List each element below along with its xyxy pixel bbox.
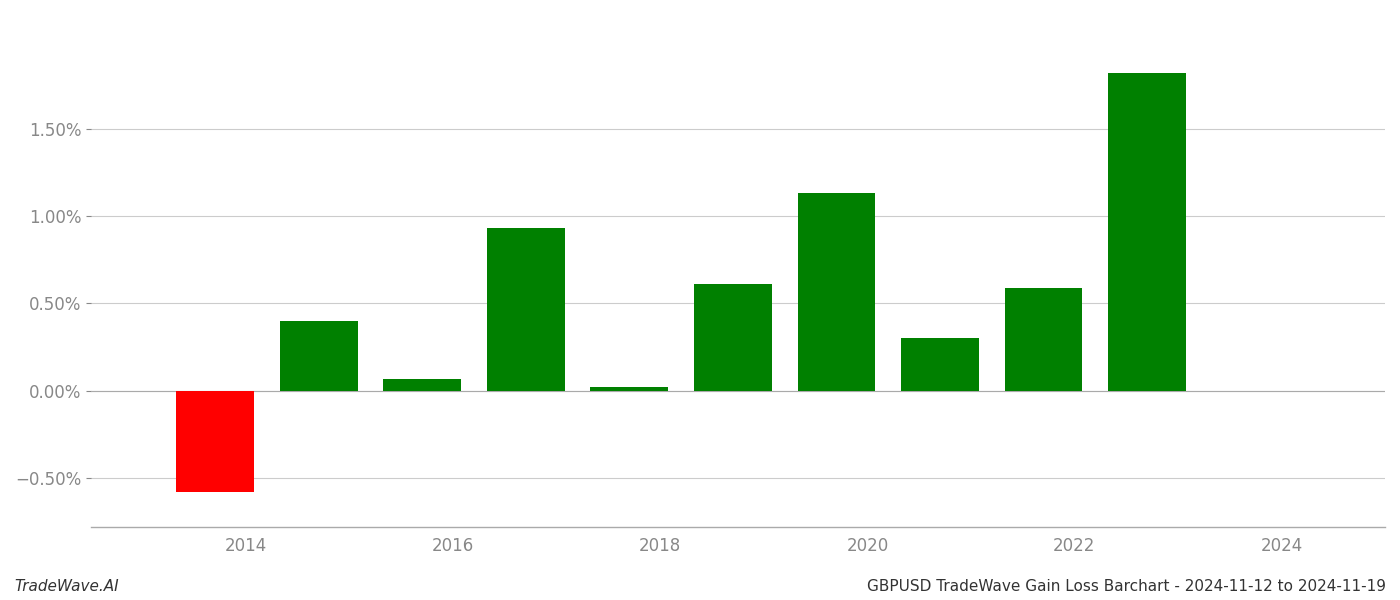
Bar [384,379,461,391]
Bar [798,193,875,391]
Bar [1107,73,1186,391]
Bar [487,229,564,391]
Text: GBPUSD TradeWave Gain Loss Barchart - 2024-11-12 to 2024-11-19: GBPUSD TradeWave Gain Loss Barchart - 20… [867,579,1386,594]
Text: TradeWave.AI: TradeWave.AI [14,579,119,594]
Bar [280,321,357,391]
Bar [1005,288,1082,391]
Bar [176,391,253,493]
Bar [694,284,771,391]
Bar [902,338,979,391]
Bar [591,388,668,391]
